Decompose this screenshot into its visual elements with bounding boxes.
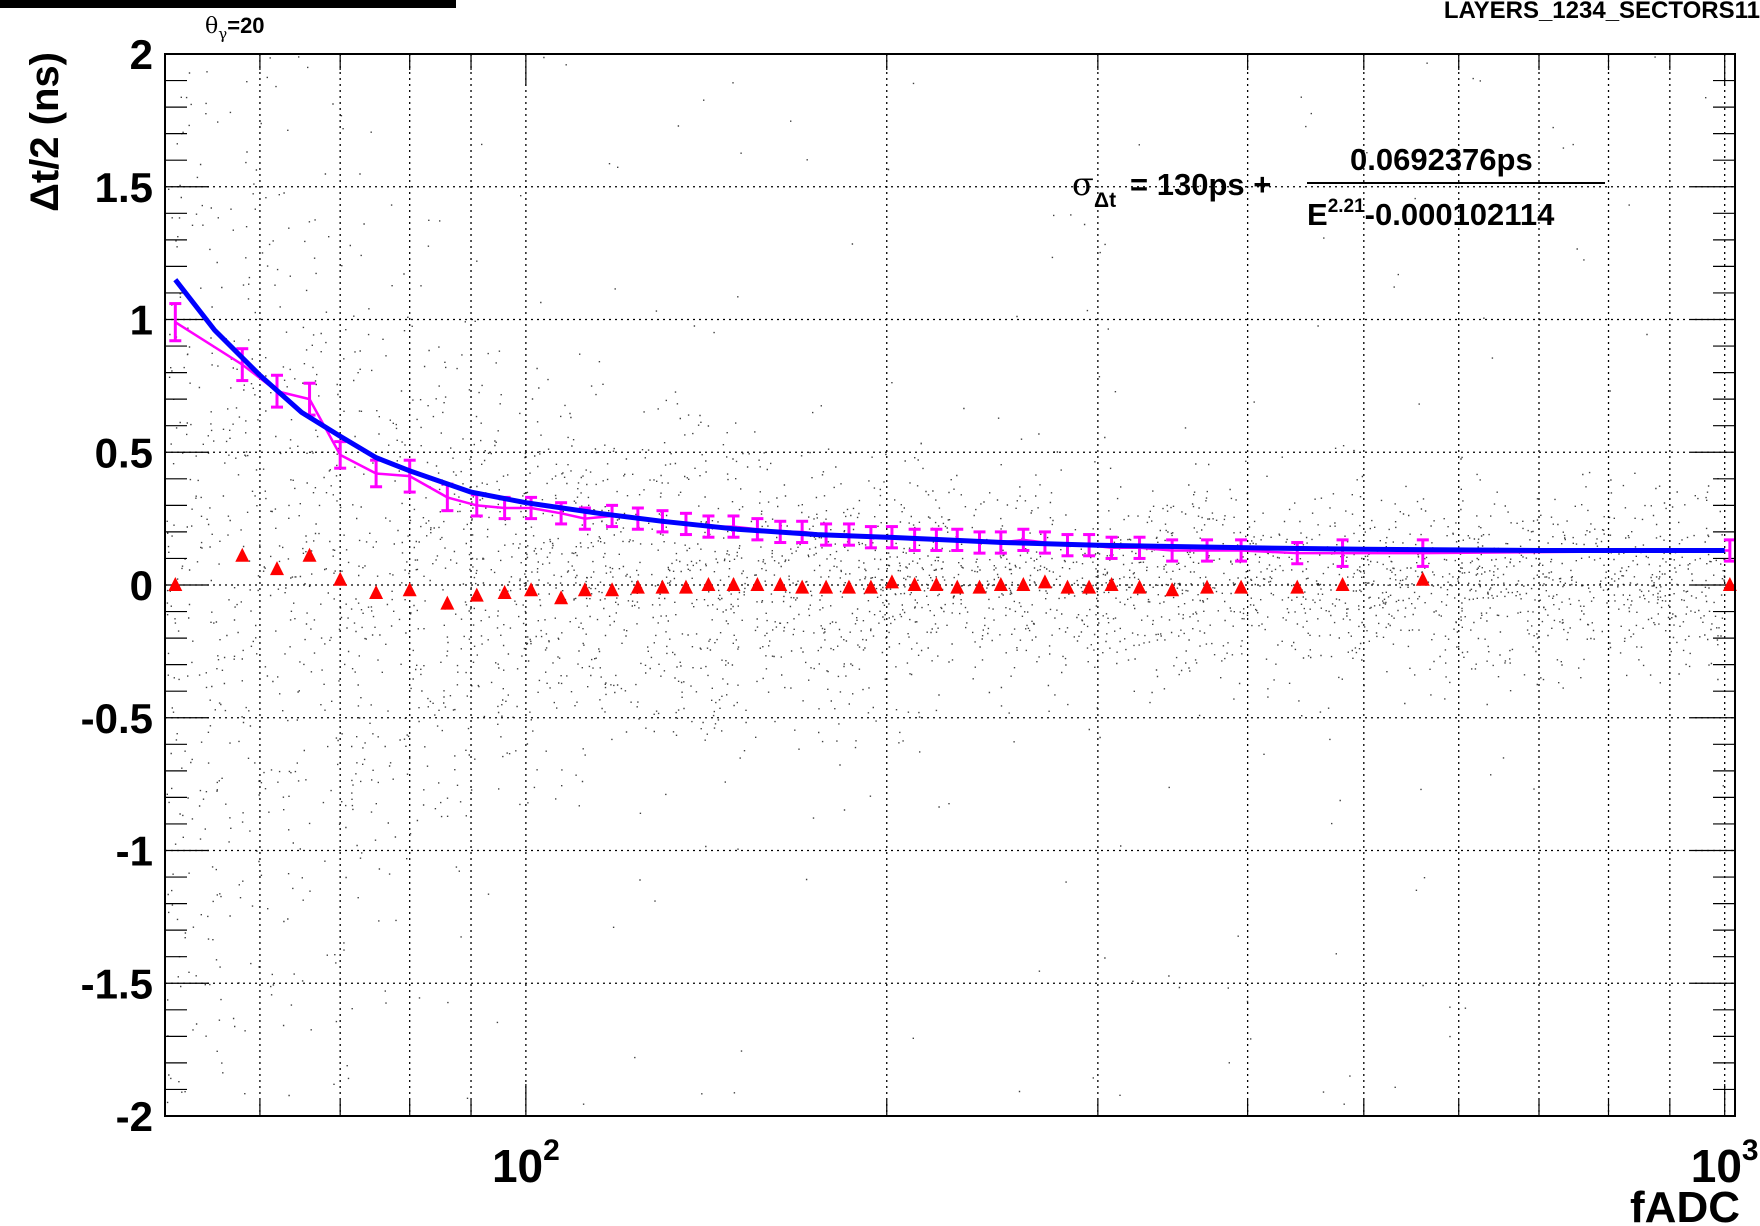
- x-tick-label: 103: [1691, 1134, 1759, 1192]
- header-left-text: θγ=20: [205, 13, 265, 43]
- y-tick-label: -1: [116, 828, 153, 875]
- mean-marker: [554, 590, 569, 605]
- y-tick-label: -2: [116, 1093, 153, 1140]
- mean-marker: [773, 577, 788, 591]
- y-tick-label: 0: [130, 562, 153, 609]
- mean-marker: [1060, 579, 1075, 594]
- formula-lhs-subscript: Δt: [1094, 189, 1116, 212]
- x-tick-label: 102: [492, 1134, 560, 1192]
- mean-marker: [972, 579, 987, 594]
- gamma-subscript: γ: [218, 25, 227, 43]
- mean-marker: [863, 579, 878, 594]
- x-tick-labels: 102 103: [492, 1134, 1759, 1192]
- mean-marker: [907, 577, 922, 591]
- mean-marker: [750, 577, 765, 591]
- mean-marker: [168, 577, 183, 591]
- mean-marker: [469, 587, 484, 602]
- formula-lhs: σ: [1072, 165, 1094, 203]
- mean-marker: [1016, 577, 1031, 591]
- mean-marker: [1082, 579, 1097, 594]
- y-tick-label: -0.5: [81, 695, 153, 742]
- mean-marker: [655, 579, 670, 594]
- y-axis-title: Δt/2 (ns): [23, 52, 67, 212]
- mean-marker: [819, 579, 834, 594]
- header-left-box: [0, 0, 456, 8]
- mean-marker: [369, 584, 384, 599]
- mean-marker: [302, 547, 317, 562]
- y-tick-label: 1.5: [95, 164, 153, 211]
- x-tick-label-base: 10: [492, 1140, 543, 1192]
- formula-denominator-base: E: [1307, 197, 1328, 232]
- y-tick-label: 1: [130, 297, 153, 344]
- formula-denominator: E2.21-0.000102114: [1307, 196, 1555, 232]
- header-right-text: LAYERS_1234_SECTORS11: [1444, 0, 1760, 24]
- mean-marker: [678, 579, 693, 594]
- mean-marker: [497, 584, 512, 599]
- mean-marker: [726, 577, 741, 591]
- mean-marker: [440, 595, 455, 610]
- mean-marker: [1234, 579, 1249, 594]
- formula-denominator-rest: -0.000102114: [1365, 197, 1555, 232]
- formula-denominator-exponent: 2.21: [1328, 196, 1365, 217]
- y-tick-labels: -2 -1.5 -1 -0.5 0 0.5 1 1.5 2: [81, 31, 153, 1140]
- y-tick-label: 0.5: [95, 429, 153, 476]
- mean-marker: [795, 579, 810, 594]
- mean-marker: [950, 579, 965, 594]
- mean-marker: [841, 579, 856, 594]
- mean-marker: [402, 582, 417, 597]
- y-tick-label: 2: [130, 31, 153, 78]
- y-axis-title-text: Δt/2 (ns): [23, 52, 67, 212]
- y-tick-label: -1.5: [81, 960, 153, 1007]
- x-tick-label-exponent: 3: [1742, 1134, 1759, 1167]
- mean-marker: [1415, 571, 1430, 586]
- mean-marker: [605, 582, 620, 597]
- plot-frame: [164, 53, 1736, 1117]
- x-tick-label-base: 10: [1691, 1140, 1742, 1192]
- mean-marker: [333, 571, 348, 586]
- mean-marker: [884, 574, 899, 589]
- fit-formula: σ Δt = 130ps + 0.0692376ps E2.21-0.00010…: [1072, 142, 1605, 232]
- fit-series: [173, 278, 1725, 553]
- mean-marker: [1165, 582, 1180, 597]
- mean-marker: [1037, 574, 1052, 589]
- formula-numerator: 0.0692376ps: [1350, 142, 1533, 177]
- mean-marker: [1722, 577, 1737, 591]
- mean-marker: [929, 577, 944, 591]
- mean-marker: [993, 577, 1008, 591]
- header-left-value: =20: [227, 13, 264, 38]
- mean-marker: [701, 577, 716, 591]
- mean-marker: [577, 582, 592, 597]
- mean-series: [168, 547, 1737, 610]
- mean-marker: [1132, 579, 1147, 594]
- x-tick-label-exponent: 2: [543, 1134, 560, 1167]
- mean-marker: [524, 582, 539, 597]
- mean-marker: [1200, 579, 1215, 594]
- x-axis-title: fADC: [1630, 1183, 1740, 1226]
- mean-marker: [630, 579, 645, 594]
- formula-middle: = 130ps +: [1130, 167, 1271, 202]
- theta-symbol: θ: [205, 14, 218, 39]
- mean-marker: [1335, 577, 1350, 591]
- fit-curve: [173, 278, 1725, 553]
- mean-marker: [1104, 577, 1119, 591]
- mean-marker: [269, 561, 284, 576]
- mean-marker: [1290, 579, 1305, 594]
- mean-marker: [235, 547, 250, 562]
